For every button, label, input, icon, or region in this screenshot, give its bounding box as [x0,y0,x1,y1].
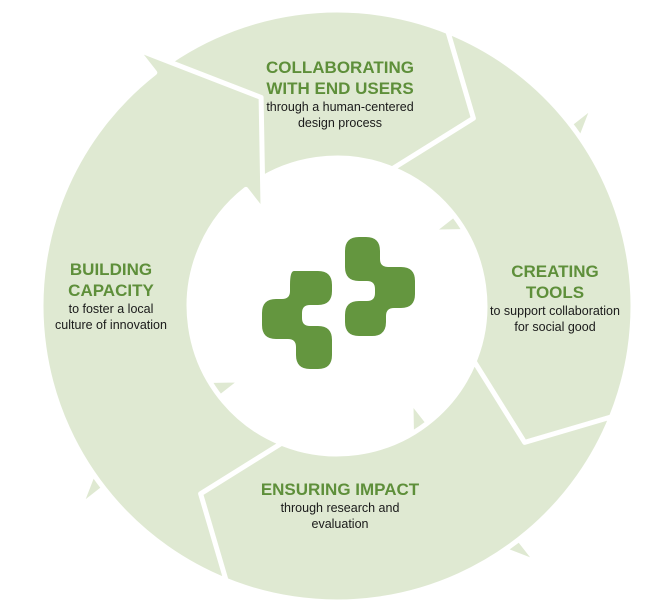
stage-title: CAPACITY [68,281,154,300]
stage-description: to foster a local [68,302,154,316]
logo-right-bracket-shape [345,237,415,336]
bracket-logo-icon [262,237,415,369]
stage-creating-tools: CREATING TOOLS to support collaboration … [470,261,640,335]
stage-description: through a human-centered [266,100,414,114]
stage-building-capacity: BUILDING CAPACITY to foster a local cult… [26,259,196,333]
stage-title: COLLABORATING [266,58,414,77]
stage-ensuring-impact: ENSURING IMPACT through research and eva… [240,479,440,532]
stage-description: evaluation [311,517,369,531]
arrow-left [38,46,285,583]
stage-description: design process [297,116,383,130]
stage-description: for social good [514,320,596,334]
stage-description: culture of innovation [55,318,167,332]
stage-title: TOOLS [525,283,585,302]
stage-collaborating: COLLABORATING WITH END USERS through a h… [234,57,446,131]
cycle-arrows [38,7,636,605]
stage-description: to support collaboration [490,304,620,318]
stage-title: CREATING [511,262,599,281]
logo-left-bracket-shape [262,271,332,369]
stage-description: through research and [280,501,400,515]
stage-title: ENSURING IMPACT [260,480,420,499]
stage-title: BUILDING [69,260,153,279]
stage-title: WITH END USERS [266,79,414,98]
